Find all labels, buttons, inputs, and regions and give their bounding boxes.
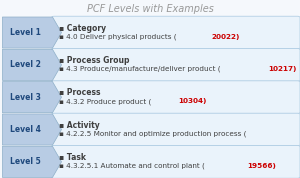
Polygon shape bbox=[2, 82, 61, 113]
Polygon shape bbox=[2, 49, 61, 80]
FancyBboxPatch shape bbox=[52, 49, 300, 81]
FancyBboxPatch shape bbox=[52, 16, 300, 49]
Text: ▪ Category: ▪ Category bbox=[59, 24, 106, 33]
FancyBboxPatch shape bbox=[52, 113, 300, 146]
Text: 20022): 20022) bbox=[211, 34, 239, 40]
Text: Level 2: Level 2 bbox=[10, 60, 40, 69]
Text: 10217): 10217) bbox=[268, 66, 296, 72]
Text: Level 3: Level 3 bbox=[10, 93, 40, 102]
Text: ▪ 4.2.2.5 Monitor and optimize production process (: ▪ 4.2.2.5 Monitor and optimize productio… bbox=[59, 130, 247, 137]
Text: ▪ Activity: ▪ Activity bbox=[59, 121, 100, 130]
Text: 19566): 19566) bbox=[248, 163, 277, 169]
Text: PCF Levels with Examples: PCF Levels with Examples bbox=[87, 4, 213, 14]
FancyBboxPatch shape bbox=[52, 145, 300, 178]
FancyBboxPatch shape bbox=[52, 81, 300, 114]
Text: ▪ Task: ▪ Task bbox=[59, 153, 86, 162]
Polygon shape bbox=[2, 114, 61, 145]
Text: 10304): 10304) bbox=[178, 98, 207, 104]
Text: ▪ 4.0 Deliver physical products (: ▪ 4.0 Deliver physical products ( bbox=[59, 34, 177, 40]
Text: ▪ Process Group: ▪ Process Group bbox=[59, 56, 130, 65]
Text: Level 4: Level 4 bbox=[10, 125, 40, 134]
Text: ▪ 4.3.2 Produce product (: ▪ 4.3.2 Produce product ( bbox=[59, 98, 152, 105]
Text: Level 1: Level 1 bbox=[10, 28, 40, 37]
Text: ▪ 4.3 Produce/manufacture/deliver product (: ▪ 4.3 Produce/manufacture/deliver produc… bbox=[59, 66, 221, 72]
Text: ▪ Process: ▪ Process bbox=[59, 88, 101, 97]
Text: Level 5: Level 5 bbox=[10, 157, 40, 166]
Text: ▪ 4.3.2.5.1 Automate and control plant (: ▪ 4.3.2.5.1 Automate and control plant ( bbox=[59, 163, 205, 169]
Polygon shape bbox=[2, 146, 61, 177]
Polygon shape bbox=[2, 17, 61, 48]
